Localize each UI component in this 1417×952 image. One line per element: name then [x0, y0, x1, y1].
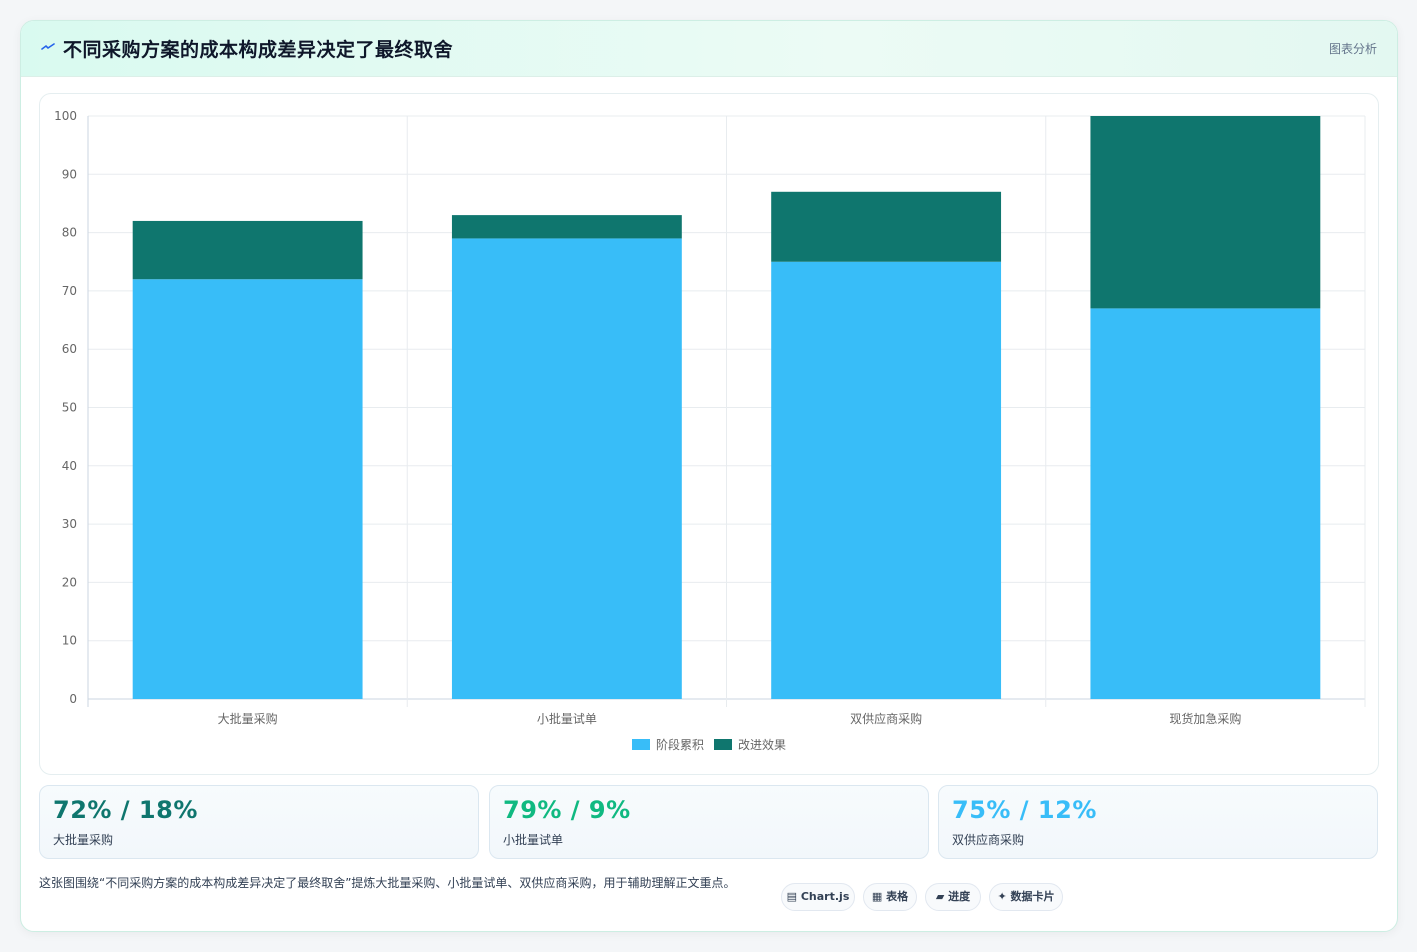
x-tick-label: 双供应商采购 — [850, 711, 922, 726]
legend-swatch — [632, 739, 650, 750]
spark-icon — [41, 43, 55, 50]
stacked-bar-chart: 0 10 20 30 40 50 60 70 80 90 100 大批量采购 小批量试单 双供应商采购 现货… — [54, 109, 1366, 752]
y-tick-label: 90 — [62, 167, 77, 181]
bar-segment — [132, 279, 363, 699]
header-tag: 图表分析 — [1328, 42, 1377, 56]
y-tick-label: 80 — [62, 226, 77, 240]
chip-progress[interactable]: ▰ 进度 — [925, 883, 981, 911]
sparkle-icon: ✦ — [997, 890, 1007, 903]
bar-segment — [132, 220, 363, 280]
chip-label: 数据卡片 — [1010, 890, 1055, 903]
kpi-label: 大批量采购 — [53, 833, 114, 847]
chart-icon: ▤ — [786, 890, 798, 903]
card-header: 不同采购方案的成本构成差异决定了最终取舍 图表分析 — [21, 21, 1397, 77]
x-tick-label: 现货加急采购 — [1169, 711, 1241, 726]
page-title: 不同采购方案的成本构成差异决定了最终取舍 — [63, 39, 454, 61]
y-tick-label: 100 — [54, 109, 77, 123]
y-tick-label: 40 — [62, 459, 77, 473]
y-tick-label: 0 — [69, 692, 77, 706]
kpi-value: 72% / 18% — [53, 796, 198, 824]
footnote: 这张图围绕“不同采购方案的成本构成差异决定了最终取舍”提炼大批量采购、小批量试单… — [39, 876, 736, 890]
bar-segment — [1090, 308, 1321, 699]
y-tick-label: 20 — [62, 575, 77, 589]
chip-table[interactable]: ▦ 表格 — [863, 883, 917, 911]
bar-segment — [771, 191, 1002, 262]
x-tick-label: 大批量采购 — [218, 711, 278, 726]
bar-segment — [451, 215, 682, 239]
table-icon: ▦ — [871, 890, 883, 903]
chip-label: 进度 — [948, 890, 971, 903]
y-tick-label: 70 — [62, 284, 77, 298]
kpi-value: 79% / 9% — [503, 796, 631, 824]
y-tick-label: 60 — [62, 342, 77, 356]
kpi-value: 75% / 12% — [952, 796, 1097, 824]
y-tick-label: 50 — [62, 401, 77, 415]
kpi-card-1: 72% / 18% 大批量采购 — [39, 785, 479, 859]
legend-swatch — [714, 739, 732, 750]
progress-icon: ▰ — [935, 890, 945, 903]
chip-label: Chart.js — [800, 890, 850, 903]
bar-segment — [771, 261, 1002, 699]
y-tick-label: 30 — [62, 517, 77, 531]
chart-panel: 0 10 20 30 40 50 60 70 80 90 100 大批量采购 小批量试单 双供应商采购 现货… — [39, 93, 1379, 775]
x-tick-label: 小批量试单 — [537, 711, 597, 726]
chip-data-card[interactable]: ✦ 数据卡片 — [989, 883, 1063, 911]
kpi-card-3: 75% / 12% 双供应商采购 — [938, 785, 1378, 859]
chip-chartjs[interactable]: ▤ Chart.js — [781, 883, 855, 911]
kpi-card-2: 79% / 9% 小批量试单 — [489, 785, 929, 859]
legend-label: 改进效果 — [738, 737, 786, 752]
bar-segment — [1090, 116, 1321, 309]
chart-card: 不同采购方案的成本构成差异决定了最终取舍 图表分析 0 10 20 30 40 50 60 7… — [20, 20, 1398, 932]
chip-label: 表格 — [886, 890, 909, 903]
legend-label: 阶段累积 — [656, 737, 704, 752]
y-tick-label: 10 — [62, 634, 77, 648]
kpi-label: 双供应商采购 — [952, 833, 1025, 847]
kpi-label: 小批量试单 — [503, 833, 564, 847]
bar-segment — [451, 238, 682, 699]
